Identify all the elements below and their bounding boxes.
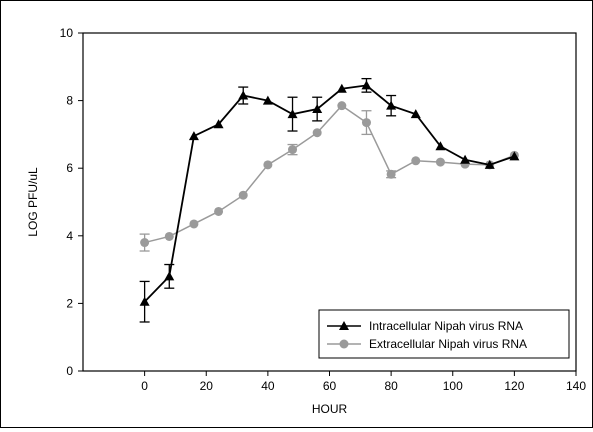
legend-item-intracellular: Intracellular Nipah virus RNA — [327, 319, 523, 333]
x-tick-label: 120 — [504, 379, 524, 393]
data-point-triangle — [287, 109, 298, 119]
series-line-extracellular — [144, 104, 515, 244]
data-point-triangle — [262, 95, 273, 105]
x-tick-label: 80 — [384, 379, 398, 393]
series-layer — [139, 77, 520, 323]
x-axis-title: HOUR — [312, 402, 348, 416]
legend-circle-marker — [339, 339, 349, 349]
y-tick-label: 6 — [66, 161, 73, 175]
data-point-circle — [411, 156, 421, 166]
data-point-triangle — [410, 109, 421, 119]
x-tick-label: 100 — [443, 379, 463, 393]
data-point-triangle — [435, 141, 446, 151]
data-point-circle — [238, 190, 248, 200]
data-point-circle — [263, 160, 273, 170]
x-tick-label: 140 — [566, 379, 586, 393]
x-tick-label: 60 — [323, 379, 337, 393]
data-point-circle — [312, 128, 322, 138]
legend-triangle-marker — [339, 321, 349, 330]
data-point-circle — [214, 206, 224, 216]
data-point-triangle — [509, 151, 520, 161]
data-point-circle — [386, 169, 396, 179]
series-extracellular — [139, 101, 519, 252]
legend-label-extracellular: Extracellular Nipah virus RNA — [369, 337, 527, 351]
data-point-triangle — [188, 131, 199, 141]
data-point-triangle — [312, 104, 323, 114]
y-tick-label: 10 — [60, 26, 74, 40]
data-point-circle — [288, 145, 298, 155]
data-point-triangle — [386, 100, 397, 110]
data-point-triangle — [336, 83, 347, 93]
legend-item-extracellular: Extracellular Nipah virus RNA — [327, 337, 527, 351]
data-point-triangle — [213, 119, 224, 129]
series-intracellular — [139, 77, 520, 323]
data-point-triangle — [361, 80, 372, 90]
y-tick-label: 8 — [66, 94, 73, 108]
data-point-triangle — [484, 159, 495, 169]
data-point-triangle — [139, 296, 150, 306]
data-point-circle — [361, 118, 371, 128]
data-point-triangle — [460, 154, 471, 164]
legend: Intracellular Nipah virus RNA Extracellu… — [318, 309, 570, 359]
legend-box — [318, 309, 570, 359]
axes: 0 20 40 60 80 100 120 140 0 2 4 6 8 10 — [60, 26, 587, 393]
y-axis-title: LOG PFU/uL — [26, 167, 40, 237]
data-point-triangle — [164, 271, 175, 281]
data-point-circle — [140, 238, 150, 248]
series-line-intracellular — [143, 84, 515, 303]
y-tick-label: 4 — [66, 229, 73, 243]
y-tick-label: 0 — [66, 364, 73, 378]
data-point-circle — [189, 219, 199, 229]
data-point-circle — [337, 101, 347, 111]
x-tick-label: 20 — [200, 379, 214, 393]
y-tick-label: 2 — [66, 296, 73, 310]
x-tick-label: 40 — [261, 379, 275, 393]
legend-label-intracellular: Intracellular Nipah virus RNA — [369, 319, 523, 333]
data-point-circle — [435, 157, 445, 167]
data-point-circle — [164, 231, 174, 241]
x-tick-label: 0 — [141, 379, 148, 393]
data-point-triangle — [238, 90, 249, 100]
